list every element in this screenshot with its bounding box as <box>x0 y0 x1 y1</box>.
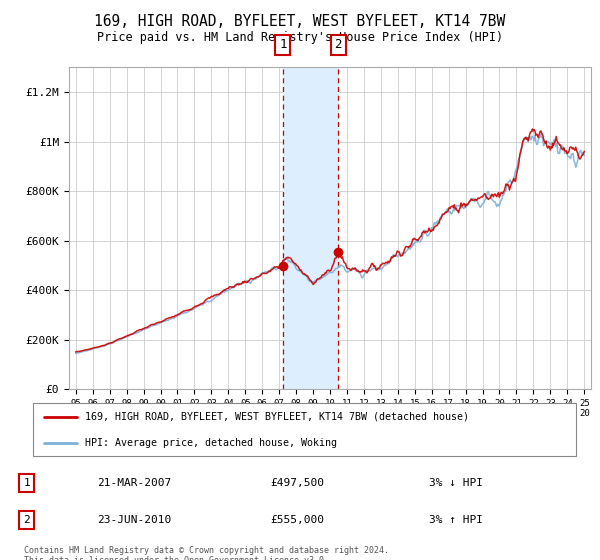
FancyBboxPatch shape <box>33 403 577 456</box>
Text: Price paid vs. HM Land Registry's House Price Index (HPI): Price paid vs. HM Land Registry's House … <box>97 31 503 44</box>
Text: 2: 2 <box>334 38 342 52</box>
Text: 23-JUN-2010: 23-JUN-2010 <box>97 515 172 525</box>
Text: 3% ↓ HPI: 3% ↓ HPI <box>430 478 484 488</box>
Text: HPI: Average price, detached house, Woking: HPI: Average price, detached house, Woki… <box>85 438 337 448</box>
Bar <box>283 67 338 389</box>
Text: 2: 2 <box>23 515 30 525</box>
Text: 21-MAR-2007: 21-MAR-2007 <box>97 478 172 488</box>
Text: 3% ↑ HPI: 3% ↑ HPI <box>430 515 484 525</box>
Text: £555,000: £555,000 <box>271 515 325 525</box>
Text: 1: 1 <box>23 478 30 488</box>
Text: 169, HIGH ROAD, BYFLEET, WEST BYFLEET, KT14 7BW (detached house): 169, HIGH ROAD, BYFLEET, WEST BYFLEET, K… <box>85 412 469 422</box>
Text: 1: 1 <box>279 38 287 52</box>
Text: Contains HM Land Registry data © Crown copyright and database right 2024.
This d: Contains HM Land Registry data © Crown c… <box>24 546 389 560</box>
Text: 169, HIGH ROAD, BYFLEET, WEST BYFLEET, KT14 7BW: 169, HIGH ROAD, BYFLEET, WEST BYFLEET, K… <box>94 14 506 29</box>
Text: £497,500: £497,500 <box>271 478 325 488</box>
